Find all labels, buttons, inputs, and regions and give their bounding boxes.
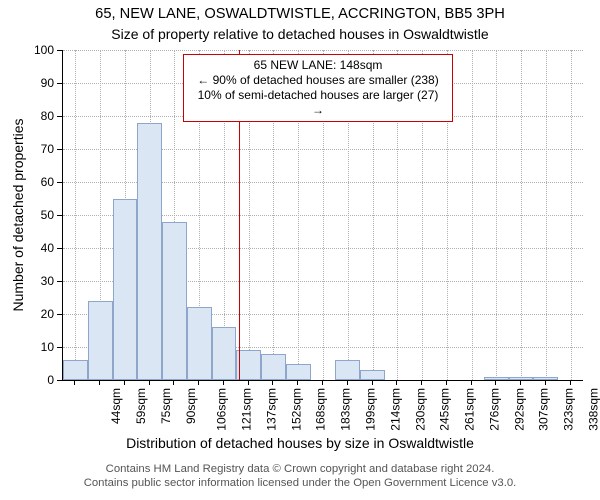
x-tick-mark	[248, 380, 249, 385]
x-tick-mark	[421, 380, 422, 385]
annotation-line-3: 10% of semi-detached houses are larger (…	[190, 88, 446, 118]
grid-line-v	[546, 50, 547, 380]
y-tick-mark	[57, 50, 62, 51]
y-tick-label: 80	[0, 109, 54, 123]
y-tick-label: 70	[0, 142, 54, 156]
x-tick-mark	[396, 380, 397, 385]
x-tick-label: 152sqm	[289, 388, 303, 431]
y-tick-mark	[57, 182, 62, 183]
histogram-bar	[236, 350, 261, 380]
annotation-line-1: 65 NEW LANE: 148sqm	[190, 58, 446, 73]
x-tick-mark	[124, 380, 125, 385]
y-tick-mark	[57, 215, 62, 216]
x-tick-label: 245sqm	[438, 388, 452, 431]
annotation-line-2: ← 90% of detached houses are smaller (23…	[190, 73, 446, 88]
x-tick-label: 90sqm	[184, 388, 198, 424]
x-tick-mark	[99, 380, 100, 385]
y-tick-mark	[57, 116, 62, 117]
y-tick-label: 100	[0, 43, 54, 57]
y-tick-mark	[57, 347, 62, 348]
x-tick-mark	[372, 380, 373, 385]
x-tick-label: 75sqm	[159, 388, 173, 424]
x-tick-mark	[347, 380, 348, 385]
x-tick-mark	[570, 380, 571, 385]
y-tick-mark	[57, 281, 62, 282]
histogram-bar	[137, 123, 162, 380]
x-tick-mark	[198, 380, 199, 385]
y-tick-label: 30	[0, 274, 54, 288]
chart-footer: Contains HM Land Registry data © Crown c…	[0, 462, 600, 490]
grid-line-v	[472, 50, 473, 380]
x-tick-label: 168sqm	[314, 388, 328, 431]
x-axis-title: Distribution of detached houses by size …	[0, 435, 600, 451]
y-tick-mark	[57, 314, 62, 315]
chart-title-main: 65, NEW LANE, OSWALDTWISTLE, ACCRINGTON,…	[0, 6, 600, 22]
y-tick-mark	[57, 149, 62, 150]
x-tick-label: 183sqm	[339, 388, 353, 431]
chart-title-sub: Size of property relative to detached ho…	[0, 26, 600, 42]
annotation-box: 65 NEW LANE: 148sqm← 90% of detached hou…	[183, 54, 453, 122]
y-tick-label: 0	[0, 373, 54, 387]
footer-line-2: Contains public sector information licen…	[84, 477, 517, 489]
histogram-bar	[187, 307, 212, 380]
x-tick-label: 230sqm	[413, 388, 427, 431]
x-tick-mark	[173, 380, 174, 385]
grid-line-v	[75, 50, 76, 380]
x-tick-mark	[272, 380, 273, 385]
x-tick-label: 261sqm	[463, 388, 477, 431]
y-tick-label: 10	[0, 340, 54, 354]
histogram-bar	[162, 222, 187, 380]
y-tick-label: 40	[0, 241, 54, 255]
histogram-bar	[533, 377, 558, 380]
x-tick-mark	[545, 380, 546, 385]
x-tick-label: 106sqm	[215, 388, 229, 431]
plot-area: 65 NEW LANE: 148sqm← 90% of detached hou…	[62, 50, 583, 381]
y-tick-mark	[57, 83, 62, 84]
y-tick-label: 20	[0, 307, 54, 321]
x-tick-mark	[297, 380, 298, 385]
x-tick-mark	[74, 380, 75, 385]
histogram-bar	[88, 301, 113, 380]
y-tick-label: 90	[0, 76, 54, 90]
x-tick-mark	[149, 380, 150, 385]
histogram-bar	[212, 327, 237, 380]
histogram-bar	[113, 199, 138, 381]
x-tick-label: 292sqm	[512, 388, 526, 431]
y-tick-label: 50	[0, 208, 54, 222]
y-tick-mark	[57, 248, 62, 249]
x-tick-label: 199sqm	[364, 388, 378, 431]
histogram-bar	[335, 360, 360, 380]
histogram-bar	[63, 360, 88, 380]
x-tick-mark	[495, 380, 496, 385]
grid-line-v	[571, 50, 572, 380]
x-tick-mark	[223, 380, 224, 385]
y-tick-label: 60	[0, 175, 54, 189]
x-tick-label: 338sqm	[587, 388, 600, 431]
grid-line-v	[496, 50, 497, 380]
footer-line-1: Contains HM Land Registry data © Crown c…	[106, 463, 495, 475]
x-tick-label: 307sqm	[537, 388, 551, 431]
grid-line-v	[521, 50, 522, 380]
y-tick-mark	[57, 380, 62, 381]
x-tick-label: 276sqm	[488, 388, 502, 431]
x-tick-label: 323sqm	[562, 388, 576, 431]
x-tick-mark	[322, 380, 323, 385]
x-tick-label: 59sqm	[134, 388, 148, 424]
histogram-bar	[261, 354, 286, 380]
histogram-bar	[286, 364, 311, 381]
histogram-bar	[360, 370, 385, 380]
x-tick-mark	[446, 380, 447, 385]
x-tick-label: 121sqm	[240, 388, 254, 431]
x-tick-mark	[471, 380, 472, 385]
x-tick-label: 137sqm	[265, 388, 279, 431]
x-tick-mark	[520, 380, 521, 385]
x-tick-label: 44sqm	[109, 388, 123, 424]
x-tick-label: 214sqm	[388, 388, 402, 431]
